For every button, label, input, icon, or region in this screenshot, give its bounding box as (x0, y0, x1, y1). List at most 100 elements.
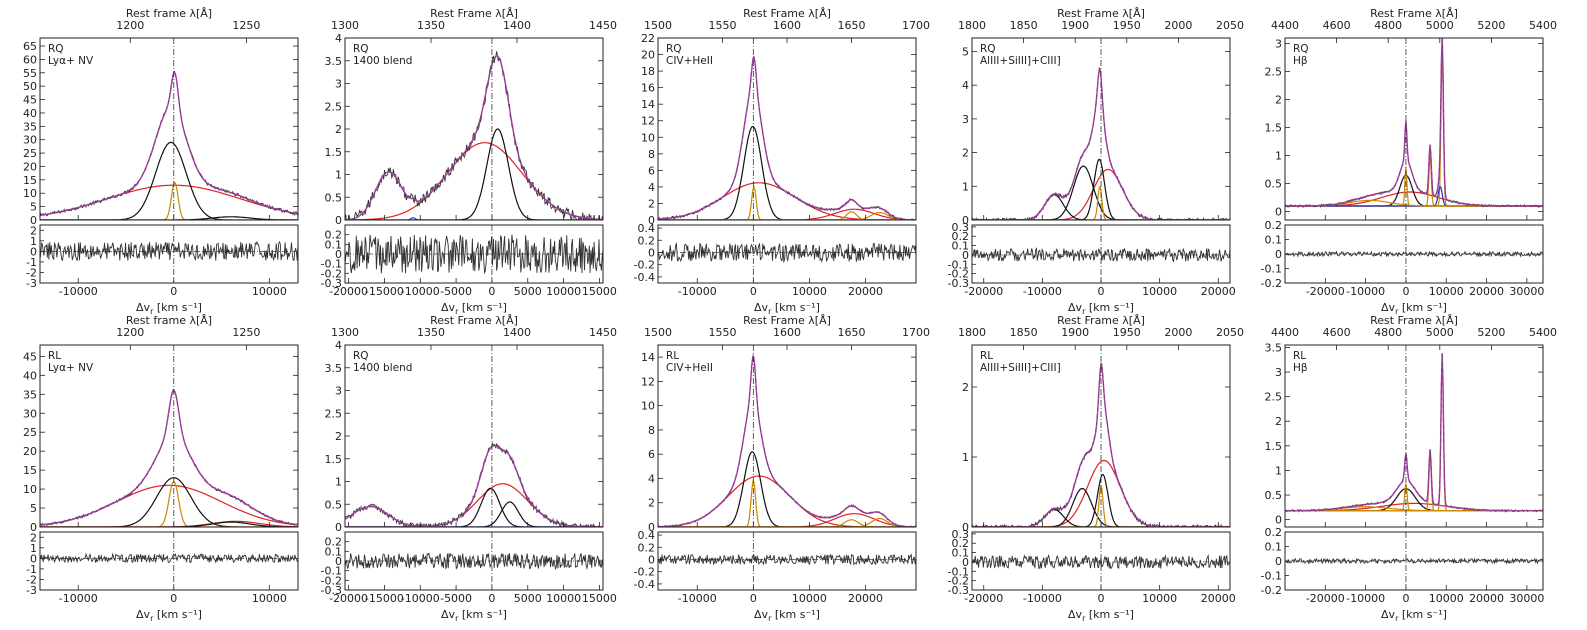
total-fit-dash-line (40, 389, 298, 526)
total-fit-line (658, 55, 916, 220)
x-axis-title: Δvr [km s⁻¹] (136, 608, 202, 623)
y-tick-label: 8 (648, 148, 655, 161)
y-tick-label: 14 (641, 351, 655, 364)
y-tick-label: 0 (962, 521, 969, 534)
x-tick-label: -20000 (964, 285, 1003, 298)
y-tick-label: 3 (335, 385, 342, 398)
y-tick-label: 18 (641, 65, 655, 78)
y-tick-label: 0 (962, 214, 969, 227)
y-tick-label: 65 (23, 40, 37, 53)
y-tick-label: 0 (648, 214, 655, 227)
main-frame (1284, 37, 1544, 221)
resid-y-tick-label: -0.3 (321, 584, 342, 597)
x-axis-title-subscript: r (768, 307, 772, 316)
x-tick-label: 0 (750, 592, 757, 605)
y-tick-label: 20 (23, 160, 37, 173)
panel-label-line: RL (1293, 350, 1306, 362)
x-axis-title-units: [km s⁻¹] (1398, 608, 1447, 621)
resid-plot-area (658, 553, 916, 566)
top-tick-label: 5400 (1529, 326, 1557, 339)
top-tick-label: 2000 (1164, 326, 1192, 339)
x-tick-label: -10000 (1023, 285, 1062, 298)
y-tick-label: 20 (23, 445, 37, 458)
resid-y-tick-label: 0 (30, 552, 37, 565)
x-axis-title-subscript: r (1082, 614, 1086, 623)
panel-5: 00.511.522.53-0.2-0.100.10.2-20000 -10000… (1261, 7, 1557, 316)
y-tick-label: 1 (962, 451, 969, 464)
panel-7: 00.511.522.533.54-0.3-0.2-0.100.10.2-200… (321, 314, 617, 623)
x-tick-label: 5000 (514, 285, 542, 298)
residual-line (658, 553, 916, 566)
component-narrow_core-line (658, 451, 916, 527)
x-tick-label: 20000 (1469, 592, 1504, 605)
component-feii-line (1285, 54, 1543, 207)
component-narrow_core-line (40, 141, 298, 220)
y-tick-label: 2.5 (1265, 66, 1283, 79)
top-axis-title: Rest Frame λ[Å] (743, 7, 831, 20)
main-frame (39, 37, 299, 221)
top-tick-label: 4800 (1374, 326, 1402, 339)
y-tick-label: 5 (962, 45, 969, 58)
resid-plot-area (1285, 557, 1543, 565)
y-tick-label: 0.5 (1265, 178, 1283, 191)
x-tick-label: -20000 (329, 285, 368, 298)
top-tick-label: 1250 (232, 19, 260, 32)
x-tick-label: 15000 (582, 285, 617, 298)
component-broad-line (658, 208, 916, 220)
x-axis-title-subscript: r (1395, 614, 1399, 623)
residual-line (1285, 250, 1543, 258)
x-axis-title-main: Δv (441, 608, 456, 621)
resid-y-tick-label: -1 (26, 256, 37, 269)
y-tick-label: 15 (23, 464, 37, 477)
top-tick-label: 5200 (1477, 19, 1505, 32)
top-axis-title: Rest Frame λ[Å] (1370, 7, 1458, 20)
top-axis-title: Rest frame λ[Å] (126, 314, 212, 327)
y-tick-label: 2 (335, 430, 342, 443)
total-fit-dash-line (40, 71, 298, 216)
resid-y-tick-label: -2 (26, 266, 37, 279)
x-axis-title-main: Δv (1068, 608, 1083, 621)
component-feii-line (658, 212, 916, 220)
x-tick-label: 10000 (252, 285, 287, 298)
x-axis-title-units: [km s⁻¹] (458, 608, 507, 621)
x-tick-label: 0 (170, 285, 177, 298)
resid-frame (39, 531, 299, 591)
y-tick-label: 2 (962, 381, 969, 394)
top-axis-title: Rest Frame λ[Å] (430, 7, 518, 20)
top-tick-label: 1800 (958, 19, 986, 32)
x-axis-title-subscript: r (1082, 307, 1086, 316)
component-narrow_core-line (658, 126, 916, 220)
resid-y-tick-label: 1 (30, 235, 37, 248)
top-tick-label: 4600 (1323, 326, 1351, 339)
x-tick-label: 10000 (792, 592, 827, 605)
resid-plot-area (40, 552, 298, 564)
resid-plot-area (40, 240, 298, 262)
y-tick-label: 1 (1275, 150, 1282, 163)
top-axis-title: Rest Frame λ[Å] (743, 314, 831, 327)
resid-frame (657, 531, 917, 591)
resid-y-tick-label: 0 (335, 248, 342, 261)
x-axis-title: Δvr [km s⁻¹] (1068, 301, 1134, 316)
y-tick-label: 2 (648, 197, 655, 210)
panel-label-line: RQ (353, 43, 369, 55)
y-tick-label: 25 (23, 147, 37, 160)
top-axis-title: Rest Frame λ[Å] (1057, 7, 1145, 20)
resid-plot-area (345, 234, 603, 275)
y-tick-label: 3.5 (1265, 341, 1283, 354)
panel-label-line: Hβ (1293, 55, 1308, 67)
y-tick-label: 15 (23, 174, 37, 187)
y-tick-label: 30 (23, 134, 37, 147)
top-tick-label: 1400 (503, 326, 531, 339)
y-tick-label: 0 (30, 521, 37, 534)
y-tick-label: 22 (641, 32, 655, 45)
y-tick-label: 4 (648, 472, 655, 485)
x-axis-title-main: Δv (1068, 301, 1083, 314)
top-tick-label: 4600 (1323, 19, 1351, 32)
x-axis-title-main: Δv (1381, 608, 1396, 621)
top-tick-label: 1850 (1010, 326, 1038, 339)
top-tick-label: 1650 (838, 19, 866, 32)
y-tick-label: 5 (30, 502, 37, 515)
x-axis-title-units: [km s⁻¹] (771, 608, 820, 621)
y-tick-label: 2 (962, 147, 969, 160)
